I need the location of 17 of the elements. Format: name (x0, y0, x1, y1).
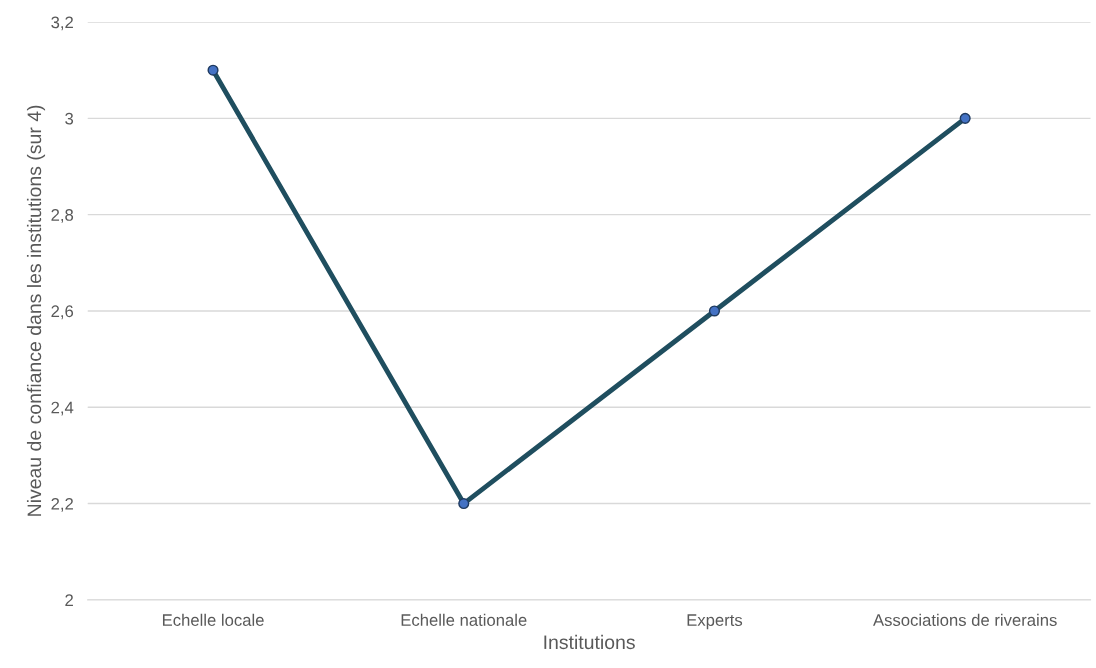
y-tick-label: 2 (65, 594, 73, 606)
x-tick-label: Echelle locale (162, 613, 264, 626)
point (959, 112, 971, 124)
y-tick-label: 3,2 (51, 16, 73, 31)
point (207, 64, 219, 76)
y-axis-title: Niveau de confiance dans les institutions (sur 4) (26, 105, 46, 516)
y-tick-label: 2,8 (51, 209, 74, 223)
y-tick-label: 2,2 (51, 497, 73, 512)
x-tick-label: Echelle nationale (401, 613, 527, 626)
y-tick-label: 2,6 (51, 305, 74, 320)
y-tick-label: 2,4 (51, 401, 74, 416)
point (458, 498, 470, 510)
x-tick-label: Experts (687, 614, 743, 630)
point (708, 305, 721, 317)
x-tick-label: Associations de riverains (873, 613, 1057, 626)
x-axis-title: Institutions (544, 634, 635, 650)
y-tick-label: 3 (65, 112, 74, 125)
